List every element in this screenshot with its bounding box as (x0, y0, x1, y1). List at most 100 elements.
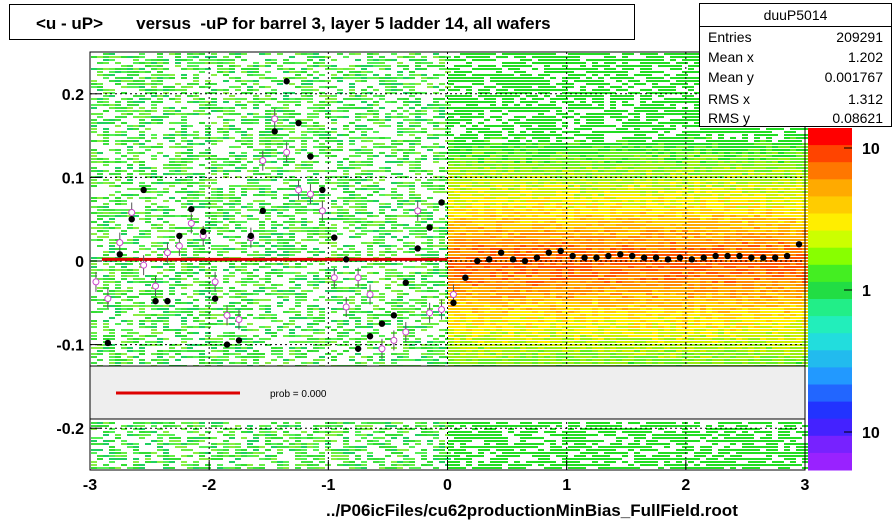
heatmap-bin (115, 455, 121, 457)
heatmap-bin (121, 170, 127, 172)
heatmap-bin (433, 107, 439, 109)
heatmap-bin (307, 311, 313, 313)
heatmap-bin (247, 119, 253, 121)
heatmap-bin (103, 278, 109, 280)
heatmap-bin (229, 152, 235, 154)
heatmap-bin (367, 107, 373, 109)
heatmap-bin (187, 449, 193, 451)
heatmap-bin (337, 92, 343, 94)
heatmap-bin (490, 341, 496, 343)
heatmap-bin (259, 458, 265, 460)
heatmap-bin (307, 239, 313, 241)
heatmap-bin (145, 455, 151, 457)
heatmap-bin (205, 344, 211, 346)
heatmap-bin (157, 461, 163, 463)
heatmap-bin (361, 446, 367, 448)
heatmap-bin (466, 212, 472, 214)
heatmap-bin (490, 155, 496, 157)
heatmap-bin (397, 107, 403, 109)
heatmap-bin (391, 197, 397, 199)
heatmap-bin (361, 266, 367, 268)
heatmap-bin (211, 455, 217, 457)
heatmap-bin (448, 179, 454, 181)
heatmap-bin (97, 62, 103, 64)
heatmap-bin (121, 266, 127, 268)
heatmap-bin (397, 323, 403, 325)
heatmap-bin (283, 323, 289, 325)
heatmap-bin (205, 92, 211, 94)
heatmap-bin (103, 284, 109, 286)
heatmap-bin (253, 254, 259, 256)
heatmap-bin (415, 434, 421, 436)
heatmap-bin (187, 437, 193, 439)
heatmap-bin (91, 197, 97, 199)
heatmap-bin (349, 107, 355, 109)
heatmap-bin (229, 53, 235, 55)
heatmap-bin (484, 254, 490, 256)
heatmap-bin (217, 431, 223, 433)
heatmap-bin (391, 452, 397, 454)
heatmap-bin (151, 62, 157, 64)
heatmap-bin (448, 263, 454, 265)
heatmap-bin (229, 203, 235, 205)
heatmap-bin (409, 83, 415, 85)
heatmap-bin (484, 86, 490, 88)
heatmap-bin (277, 239, 283, 241)
heatmap-bin (427, 464, 433, 466)
heatmap-bin (472, 194, 478, 196)
heatmap-bin (319, 230, 325, 232)
heatmap-bin (484, 173, 490, 175)
heatmap-bin (496, 206, 502, 208)
heatmap-bin (121, 131, 127, 133)
heatmap-bin (337, 206, 343, 208)
heatmap-bin (283, 434, 289, 436)
heatmap-bin (211, 59, 217, 61)
heatmap-bin (409, 461, 415, 463)
heatmap-bin (349, 122, 355, 124)
heatmap-bin (301, 119, 307, 121)
heatmap-bin (235, 302, 241, 304)
heatmap-bin (253, 101, 259, 103)
heatmap-bin (460, 446, 466, 448)
heatmap-bin (367, 224, 373, 226)
heatmap-bin (193, 251, 199, 253)
heatmap-bin (403, 359, 409, 361)
heatmap-bin (367, 425, 373, 427)
heatmap-bin (151, 188, 157, 190)
heatmap-bin (403, 353, 409, 355)
heatmap-bin (466, 77, 472, 79)
heatmap-bin (115, 212, 121, 214)
heatmap-bin (181, 173, 187, 175)
heatmap-bin (265, 185, 271, 187)
heatmap-bin (460, 59, 466, 61)
heatmap-bin (181, 152, 187, 154)
heatmap-bin (259, 116, 265, 118)
heatmap-bin (313, 71, 319, 73)
heatmap-bin (490, 191, 496, 193)
heatmap-bin (439, 179, 445, 181)
heatmap-bin (355, 305, 361, 307)
heatmap-bin (421, 296, 427, 298)
heatmap-bin (496, 110, 502, 112)
heatmap-bin (229, 95, 235, 97)
heatmap-bin (265, 266, 271, 268)
heatmap-bin (496, 164, 502, 166)
heatmap-bin (355, 107, 361, 109)
heatmap-bin (265, 176, 271, 178)
heatmap-bin (433, 155, 439, 157)
heatmap-bin (289, 266, 295, 268)
heatmap-bin (271, 350, 277, 352)
heatmap-bin (199, 227, 205, 229)
heatmap-bin (313, 338, 319, 340)
heatmap-bin (397, 122, 403, 124)
heatmap-bin (448, 167, 454, 169)
heatmap-bin (313, 317, 319, 319)
heatmap-bin (409, 332, 415, 334)
heatmap-bin (391, 437, 397, 439)
heatmap-bin (211, 344, 217, 346)
heatmap-bin (331, 308, 337, 310)
heatmap-bin (466, 179, 472, 181)
heatmap-bin (139, 110, 145, 112)
heatmap-bin (283, 71, 289, 73)
heatmap-bin (409, 59, 415, 61)
